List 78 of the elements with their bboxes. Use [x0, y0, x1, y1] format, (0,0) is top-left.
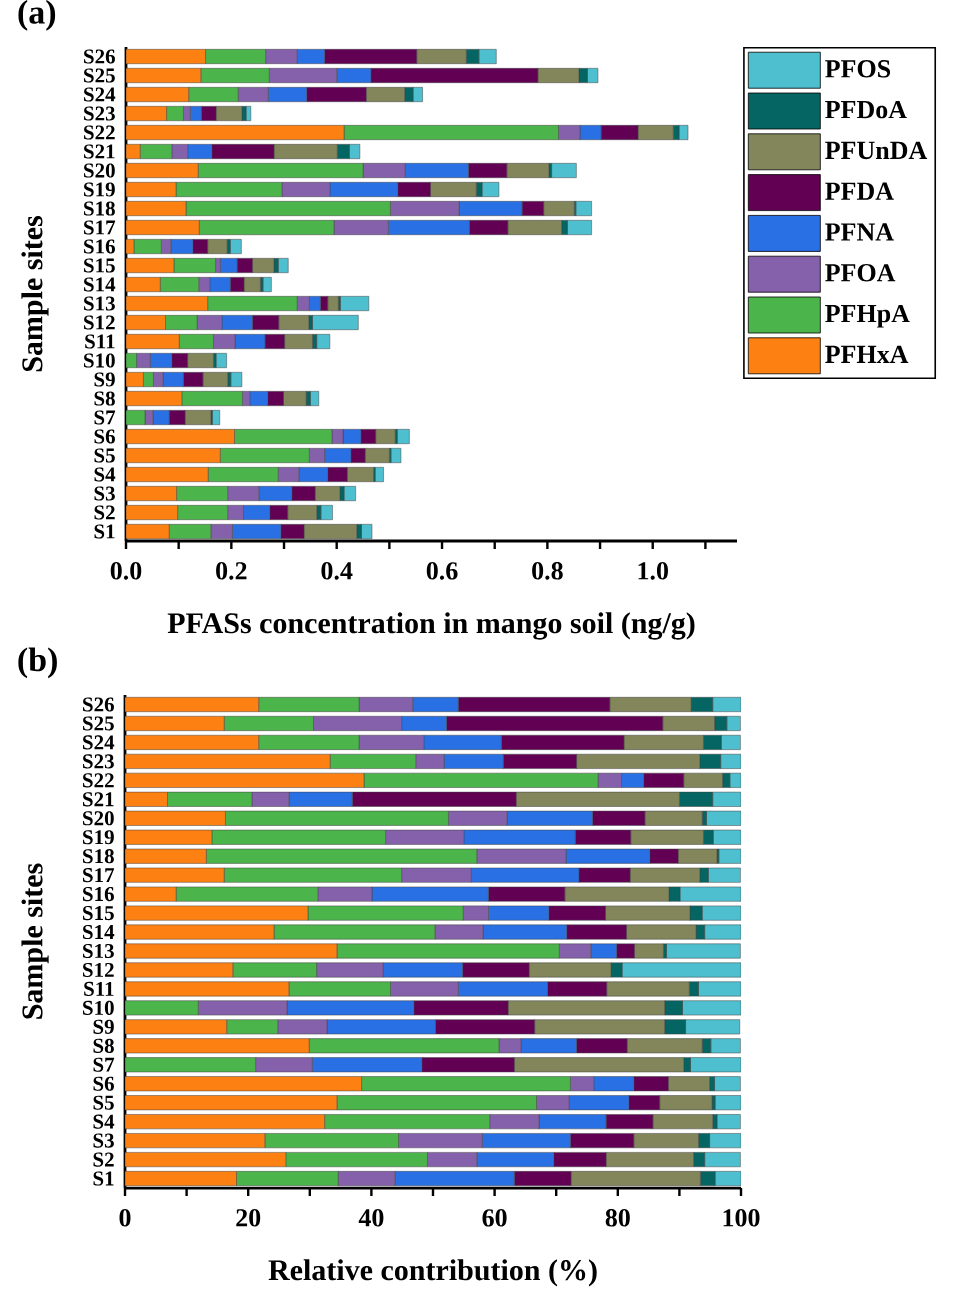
y-tick-label: S5	[94, 448, 115, 463]
y-tick-label: S21	[83, 792, 114, 807]
y-tick-label: S3	[94, 486, 115, 501]
y-tick-label: S9	[93, 1019, 114, 1034]
legend-label: PFUnDA	[825, 141, 928, 160]
x-tick-label: 0.8	[532, 562, 563, 580]
y-tick-label: S8	[93, 1038, 114, 1053]
y-tick-label: S21	[84, 144, 115, 159]
y-tick-label: S22	[83, 773, 114, 788]
legend-label: PFDoA	[825, 100, 907, 119]
legend-label: PFHxA	[825, 345, 909, 363]
y-tick-label: S13	[83, 943, 114, 959]
x-axis-title: PFASs concentration in mango soil (ng/g)	[167, 612, 695, 640]
y-tick-label: S25	[84, 68, 115, 83]
y-tick-label: S16	[84, 239, 115, 254]
legend-label: PFDA	[825, 182, 894, 200]
legend-label: PFOS	[825, 60, 891, 78]
y-tick-label: S4	[93, 1114, 115, 1129]
y-tick-label: S10	[84, 353, 115, 368]
y-tick-label: S8	[94, 391, 115, 406]
y-tick-label: S12	[83, 962, 114, 978]
y-tick-label: S12	[84, 315, 115, 330]
legend-label: PFHpA	[825, 304, 910, 328]
x-tick-label: 0.0	[110, 562, 142, 580]
y-axis-title: Sample sites	[21, 216, 49, 372]
y-tick-label: S18	[83, 849, 114, 864]
chart-title: (b)	[18, 647, 57, 679]
x-tick-label: 0.6	[426, 562, 458, 580]
y-tick-label: S13	[84, 296, 115, 311]
x-tick-label: 0.2	[216, 562, 247, 580]
y-tick-label: S20	[83, 811, 114, 826]
chart-title: (a)	[18, 0, 56, 31]
y-tick-label: S15	[83, 906, 114, 921]
legend-label: PFNA	[825, 223, 894, 241]
y-tick-label: S2	[94, 505, 115, 520]
y-axis-title: Sample sites	[21, 863, 49, 1019]
y-tick-label: S22	[84, 125, 115, 140]
x-tick-label: 1.0	[638, 562, 668, 580]
y-tick-label: S3	[93, 1133, 114, 1148]
y-tick-label: S2	[93, 1152, 114, 1167]
x-tick-label: 0	[119, 1209, 131, 1227]
y-tick-label: S23	[84, 106, 115, 121]
y-tick-label: S23	[83, 754, 114, 769]
x-axis-title: Relative contribution (%)	[268, 1259, 597, 1287]
y-tick-label: S26	[84, 49, 115, 64]
y-tick-label: S1	[93, 1171, 114, 1186]
y-tick-label: S15	[84, 258, 115, 273]
y-tick-label: S24	[83, 735, 115, 750]
y-tick-label: S10	[83, 1000, 114, 1015]
x-tick-label: 20	[236, 1209, 261, 1227]
y-tick-label: S14	[83, 924, 115, 940]
y-tick-label: S4	[94, 467, 116, 482]
legend-label: PFOA	[825, 264, 896, 282]
y-tick-label: S11	[84, 981, 114, 996]
x-tick-label: 100	[723, 1209, 760, 1227]
y-tick-label: S19	[83, 830, 114, 845]
y-tick-label: S19	[84, 182, 115, 197]
y-tick-label: S11	[85, 334, 115, 349]
y-tick-label: S14	[84, 277, 116, 292]
x-tick-label: 0.4	[321, 562, 353, 580]
x-tick-label: 60	[482, 1209, 507, 1227]
y-tick-label: S18	[84, 201, 115, 216]
y-tick-label: S6	[93, 1076, 114, 1091]
y-tick-label: S25	[83, 716, 114, 731]
x-tick-label: 40	[358, 1209, 384, 1227]
y-tick-label: S17	[84, 220, 116, 235]
y-tick-label: S1	[94, 524, 115, 539]
y-tick-label: S24	[84, 87, 116, 102]
y-tick-label: S7	[93, 1057, 115, 1072]
y-tick-label: S20	[84, 163, 115, 178]
x-tick-label: 80	[605, 1209, 630, 1227]
y-tick-label: S6	[94, 429, 115, 444]
y-tick-label: S26	[83, 697, 114, 712]
y-tick-label: S16	[83, 887, 114, 902]
y-tick-label: S7	[94, 410, 116, 425]
y-tick-label: S5	[93, 1095, 114, 1110]
y-tick-label: S9	[94, 372, 115, 387]
y-tick-label: S17	[83, 868, 115, 883]
